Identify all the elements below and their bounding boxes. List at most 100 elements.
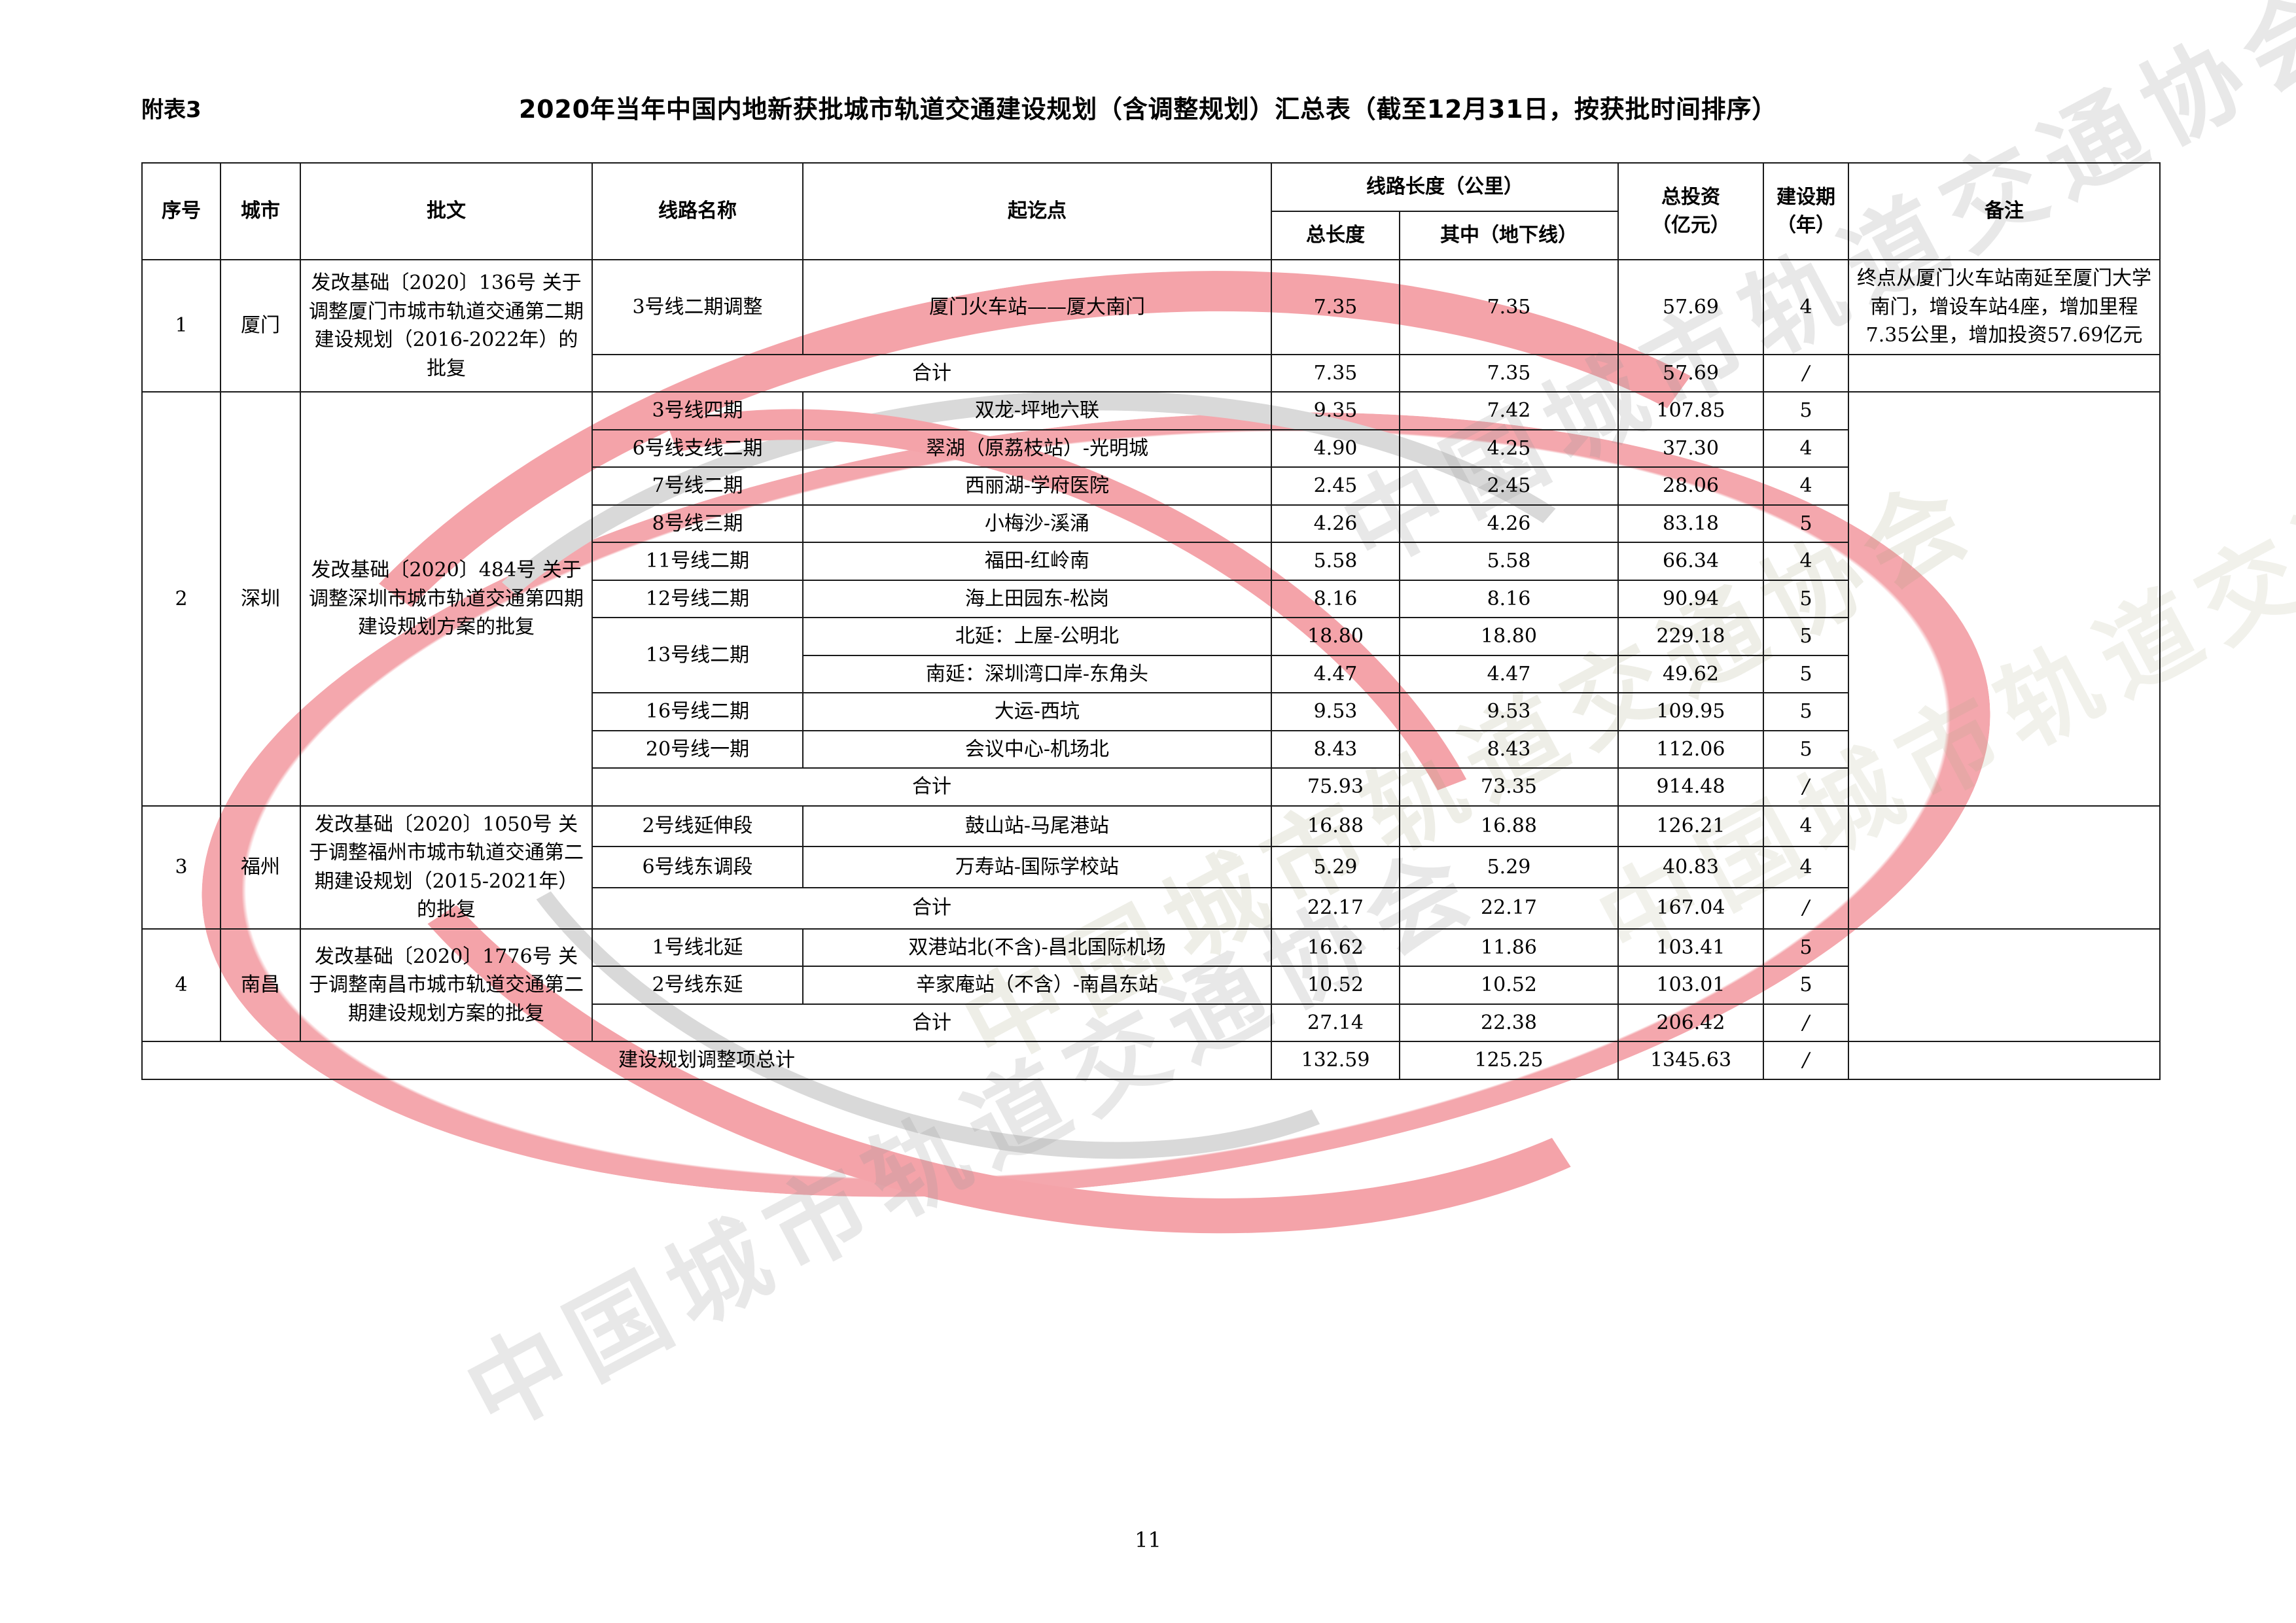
col-header-seq: 序号 <box>141 162 221 260</box>
cell-underground: 4.47 <box>1399 654 1619 693</box>
cell-underground: 5.58 <box>1399 542 1619 581</box>
cell-seq: 4 <box>141 928 221 1042</box>
cell-subtotal-total-length: 75.93 <box>1271 767 1400 807</box>
cell-grand-underground: 125.25 <box>1399 1041 1619 1080</box>
cell-subtotal-underground: 7.35 <box>1399 353 1619 393</box>
investment-label-line1: 总投资 <box>1661 185 1720 209</box>
cell-line-name: 3号线四期 <box>592 391 804 430</box>
cell-underground: 16.88 <box>1399 805 1619 848</box>
cell-start-end: 厦门火车站——厦大南门 <box>802 259 1272 355</box>
col-header-length-group: 线路长度（公里） <box>1271 162 1619 212</box>
cell-subtotal-label: 合计 <box>592 767 1272 807</box>
cell-underground: 8.16 <box>1399 579 1619 618</box>
cell-doc: 发改基础〔2020〕1050号 关于调整福州市城市轨道交通第二期建设规划（201… <box>300 805 593 930</box>
cell-grand-note <box>1848 1041 2161 1080</box>
cell-subtotal-investment: 206.42 <box>1617 1003 1764 1042</box>
cell-total-length: 10.52 <box>1271 966 1400 1005</box>
col-header-doc: 批文 <box>300 162 593 260</box>
cell-total-length: 9.35 <box>1271 391 1400 430</box>
cell-subtotal-investment: 167.04 <box>1617 886 1764 930</box>
cell-note <box>1848 805 2161 930</box>
cell-doc: 发改基础〔2020〕484号 关于调整深圳市城市轨道交通第四期建设规划方案的批复 <box>300 391 593 807</box>
table-row: 4 南昌 发改基础〔2020〕1776号 关于调整南昌市城市轨道交通第二期建设规划方… <box>141 928 2161 1042</box>
cell-underground: 4.25 <box>1399 428 1619 468</box>
cell-start-end: 万寿站-国际学校站 <box>802 846 1272 888</box>
investment-label-line2: （亿元） <box>1651 214 1730 237</box>
attachment-label: 附表3 <box>141 97 202 123</box>
cell-grand-total-label: 建设规划调整项总计 <box>141 1041 1272 1080</box>
cell-start-end: 双港站北(不含)-昌北国际机场 <box>802 928 1272 967</box>
cell-line-name: 20号线一期 <box>592 729 804 769</box>
cell-investment: 90.94 <box>1617 579 1764 618</box>
cell-subtotal-total-length: 7.35 <box>1271 353 1400 393</box>
cell-investment: 229.18 <box>1617 617 1764 656</box>
cell-start-end: 翠湖（原荔枝站）-光明城 <box>802 428 1272 468</box>
cell-city: 厦门 <box>220 259 301 393</box>
cell-start-end: 北延：上屋-公明北 <box>802 617 1272 656</box>
cell-subtotal-period: / <box>1763 1003 1849 1042</box>
cell-underground: 11.86 <box>1399 928 1619 967</box>
cell-period: 5 <box>1763 966 1849 1005</box>
col-header-investment: 总投资 （亿元） <box>1617 162 1764 260</box>
cell-underground: 8.43 <box>1399 729 1619 769</box>
cell-investment: 28.06 <box>1617 466 1764 506</box>
cell-total-length: 2.45 <box>1271 466 1400 506</box>
cell-line-name: 3号线二期调整 <box>592 259 804 355</box>
header-row-top: 序号 城市 批文 线路名称 起讫点 线路长度（公里） 总投资 （亿元） 建设期 … <box>141 162 2161 260</box>
cell-investment: 112.06 <box>1617 729 1764 769</box>
cell-note-empty <box>1848 353 2161 393</box>
cell-total-length: 8.16 <box>1271 579 1400 618</box>
cell-subtotal-period: / <box>1763 353 1849 393</box>
page-number: 11 <box>1135 1527 1161 1552</box>
cell-period: 4 <box>1763 846 1849 888</box>
cell-start-end: 海上田园东-松岗 <box>802 579 1272 618</box>
page-title: 2020年当年中国内地新获批城市轨道交通建设规划（含调整规划）汇总表（截至12月… <box>518 95 1778 124</box>
cell-line-name: 16号线二期 <box>592 692 804 731</box>
cell-total-length: 16.88 <box>1271 805 1400 848</box>
cell-grand-investment: 1345.63 <box>1617 1041 1764 1080</box>
col-header-underground: 其中（地下线） <box>1399 211 1619 260</box>
cell-investment: 103.41 <box>1617 928 1764 967</box>
cell-underground: 18.80 <box>1399 617 1619 656</box>
table-head: 序号 城市 批文 线路名称 起讫点 线路长度（公里） 总投资 （亿元） 建设期 … <box>141 162 2161 260</box>
cell-period: 4 <box>1763 428 1849 468</box>
cell-line-name: 6号线东调段 <box>592 846 804 888</box>
cell-total-length: 4.90 <box>1271 428 1400 468</box>
cell-subtotal-underground: 22.38 <box>1399 1003 1619 1042</box>
grand-total-row: 建设规划调整项总计 132.59 125.25 1345.63/ <box>141 1041 2161 1080</box>
cell-note <box>1848 391 2161 807</box>
cell-subtotal-period: / <box>1763 767 1849 807</box>
cell-subtotal-label: 合计 <box>592 886 1272 930</box>
cell-period: 4 <box>1763 466 1849 506</box>
cell-total-length: 5.58 <box>1271 542 1400 581</box>
cell-line-name: 6号线支线二期 <box>592 428 804 468</box>
cell-investment: 57.69 <box>1617 259 1764 355</box>
cell-total-length: 16.62 <box>1271 928 1400 967</box>
cell-line-name: 12号线二期 <box>592 579 804 618</box>
cell-investment: 37.30 <box>1617 428 1764 468</box>
cell-subtotal-label: 合计 <box>592 353 1272 393</box>
cell-subtotal-underground: 22.17 <box>1399 886 1619 930</box>
cell-seq: 3 <box>141 805 221 930</box>
cell-underground: 7.42 <box>1399 391 1619 430</box>
cell-subtotal-label: 合计 <box>592 1003 1272 1042</box>
cell-start-end: 双龙-坪地六联 <box>802 391 1272 430</box>
cell-underground: 7.35 <box>1399 259 1619 355</box>
cell-grand-period: / <box>1763 1041 1849 1080</box>
cell-start-end: 小梅沙-溪涌 <box>802 504 1272 543</box>
cell-line-name: 11号线二期 <box>592 542 804 581</box>
cell-seq: 1 <box>141 259 221 393</box>
cell-underground: 4.26 <box>1399 504 1619 543</box>
cell-period: 5 <box>1763 617 1849 656</box>
cell-line-name: 8号线三期 <box>592 504 804 543</box>
cell-investment: 109.95 <box>1617 692 1764 731</box>
col-header-line-name: 线路名称 <box>592 162 804 260</box>
cell-period: 5 <box>1763 579 1849 618</box>
summary-table-wrapper: 序号 城市 批文 线路名称 起讫点 线路长度（公里） 总投资 （亿元） 建设期 … <box>141 162 2161 1080</box>
cell-total-length: 8.43 <box>1271 729 1400 769</box>
cell-doc: 发改基础〔2020〕136号 关于调整厦门市城市轨道交通第二期建设规划（2016… <box>300 259 593 393</box>
cell-investment: 49.62 <box>1617 654 1764 693</box>
cell-start-end: 会议中心-机场北 <box>802 729 1272 769</box>
cell-line-name: 2号线延伸段 <box>592 805 804 848</box>
cell-investment: 83.18 <box>1617 504 1764 543</box>
